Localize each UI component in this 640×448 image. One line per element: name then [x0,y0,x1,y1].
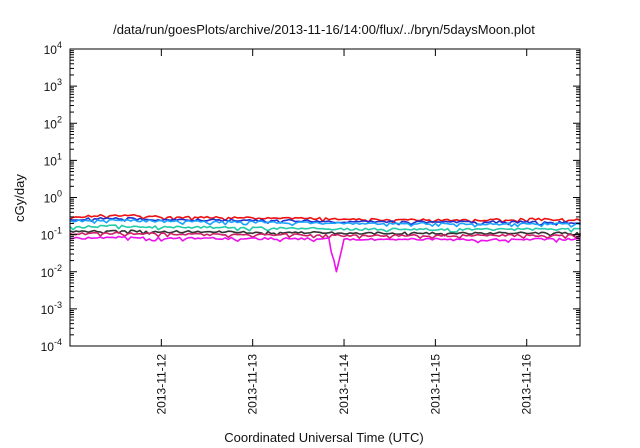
series-line-5 [69,229,581,237]
y-tick-label: 101 [44,151,62,168]
y-tick-base: 10 [41,229,55,243]
y-tick-base: 10 [41,340,55,354]
series-line-6 [69,231,581,239]
series-line-3 [69,218,581,228]
chart-title: /data/run/goesPlots/archive/2013-11-16/1… [113,22,535,37]
y-tick-label: 100 [44,189,62,206]
y-tick-exponent: -2 [54,263,62,273]
y-tick-label: 104 [44,40,62,57]
series-line-2 [69,216,581,226]
y-tick-base: 10 [41,266,55,280]
y-tick-exponent: -4 [54,337,62,347]
x-axis-label: Coordinated Universal Time (UTC) [224,430,423,445]
y-tick-exponent: 4 [57,40,62,50]
y-tick-exponent: 0 [57,189,62,199]
y-tick-label: 10-1 [41,226,62,243]
y-tick-exponent: 1 [57,151,62,161]
x-tick-label: 2013-11-13 [246,354,260,415]
y-tick-base: 10 [44,117,58,131]
y-tick-exponent: 3 [57,77,62,87]
y-tick-exponent: -1 [54,226,62,236]
series-line-1 [69,213,581,224]
series-line-7 [69,235,581,273]
x-tick-label: 2013-11-12 [154,354,168,415]
x-tick-label: 2013-11-16 [520,354,534,415]
y-tick-label: 10-4 [41,337,62,354]
y-tick-base: 10 [44,43,58,57]
y-tick-base: 10 [44,154,58,168]
y-tick-exponent: 2 [57,114,62,124]
y-tick-base: 10 [44,192,58,206]
y-tick-base: 10 [44,80,58,94]
y-tick-label: 10-3 [41,300,62,317]
y-tick-label: 103 [44,77,62,94]
plot-frame [69,48,581,347]
y-tick-exponent: -3 [54,300,62,310]
x-axis: 2013-11-12 2013-11-13 2013-11-14 2013-11-15… [154,49,534,415]
y-axis-label: cGy/day [12,174,27,222]
x-tick-label: 2013-11-14 [337,354,351,415]
series-line-4 [69,224,581,233]
y-tick-label: 10-2 [41,263,62,280]
y-tick-base: 10 [41,303,55,317]
y-tick-label: 102 [44,114,62,131]
series-layer [69,213,581,273]
x-tick-label: 2013-11-15 [428,354,442,415]
